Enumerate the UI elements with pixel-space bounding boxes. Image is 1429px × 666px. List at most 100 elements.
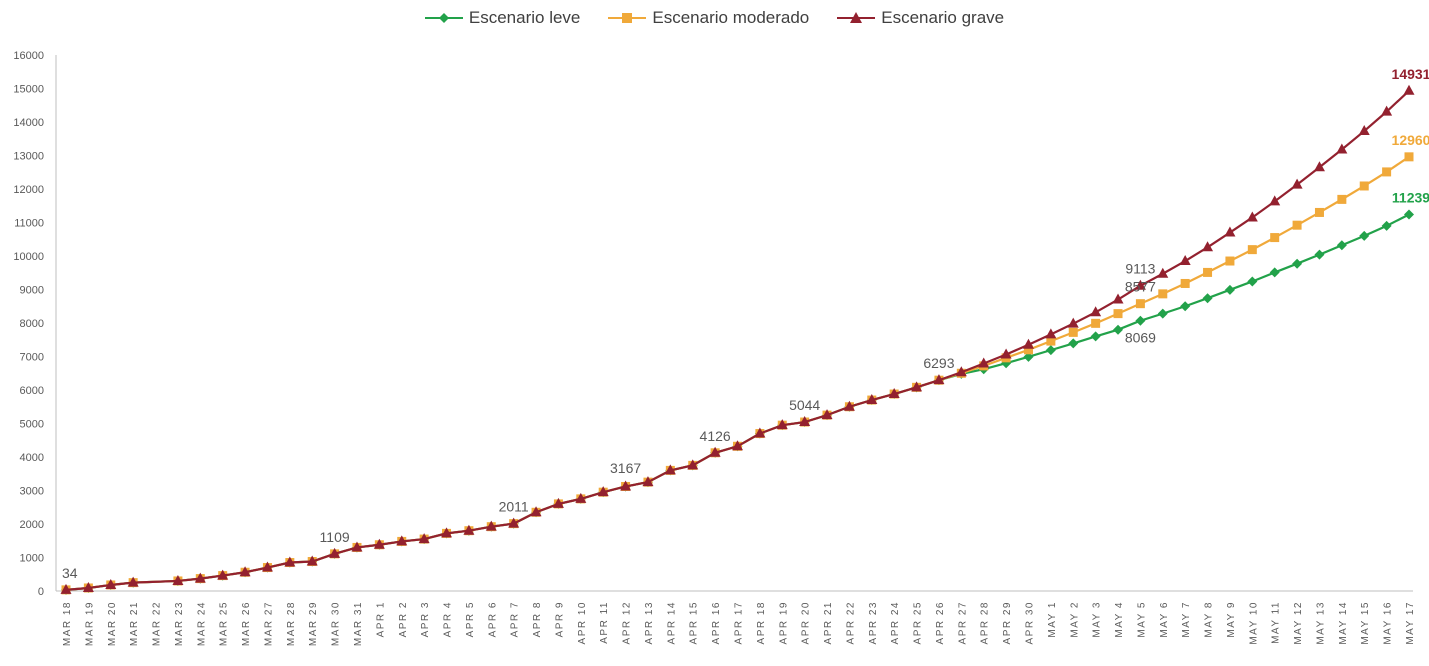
y-tick-label: 12000 (13, 184, 44, 196)
x-tick-label: MAY 13 (1315, 601, 1326, 645)
x-tick-label: APR 1 (375, 601, 386, 637)
y-tick-label: 15000 (13, 84, 44, 96)
data-point-grave (575, 492, 587, 503)
x-tick-label: APR 7 (510, 601, 521, 637)
data-point-leve (1045, 345, 1056, 356)
y-tick-label: 13000 (13, 151, 44, 163)
x-tick-label: APR 22 (845, 601, 856, 644)
x-tick-label: MAR 28 (286, 601, 297, 646)
data-point-leve (1359, 230, 1370, 241)
x-tick-label: MAY 10 (1248, 601, 1259, 645)
data-label: 9113 (1125, 261, 1155, 277)
data-point-leve (1336, 240, 1347, 251)
x-tick-label: APR 3 (420, 601, 431, 637)
x-tick-label: APR 30 (1024, 601, 1035, 644)
x-tick-label: MAY 16 (1383, 601, 1394, 645)
series-line-moderado (65, 155, 1410, 591)
data-point-grave (888, 388, 900, 399)
y-tick-label: 9000 (20, 285, 44, 297)
data-point-leve (1247, 276, 1258, 287)
data-label: 5044 (789, 397, 820, 413)
data-point-grave (194, 572, 206, 583)
y-tick-label: 0 (38, 586, 44, 598)
data-point-leve (1157, 308, 1168, 319)
data-point-grave (530, 506, 542, 517)
data-point-grave (373, 538, 385, 549)
data-label: 1109 (320, 529, 350, 545)
x-tick-label: APR 9 (554, 601, 565, 637)
y-tick-label: 6000 (20, 385, 44, 397)
x-tick-label: MAY 8 (1204, 601, 1215, 638)
data-point-grave (1022, 338, 1034, 349)
data-point-grave (799, 416, 811, 427)
data-point-grave (664, 464, 676, 475)
data-point-leve (1068, 338, 1079, 349)
data-point-grave (1157, 267, 1169, 278)
data-point-grave (620, 480, 632, 491)
x-tick-label: APR 21 (823, 601, 834, 644)
data-point-moderado (1068, 327, 1078, 337)
x-tick-label: APR 14 (666, 601, 677, 644)
x-tick-label: APR 12 (622, 601, 633, 644)
data-point-grave (978, 357, 990, 368)
x-tick-label: APR 23 (868, 601, 879, 644)
data-point-grave (1224, 226, 1236, 237)
y-tick-label: 16000 (13, 50, 44, 62)
x-tick-label: MAY 15 (1360, 601, 1371, 645)
data-point-grave (329, 547, 341, 558)
data-point-grave (552, 497, 564, 508)
x-tick-label: MAY 14 (1338, 601, 1349, 645)
x-tick-label: MAY 17 (1405, 601, 1416, 645)
legend-item-moderado: Escenario moderado (608, 8, 809, 28)
data-point-moderado (1270, 233, 1280, 243)
data-label: 34 (62, 565, 78, 581)
data-point-moderado (1247, 245, 1257, 255)
y-tick-label: 1000 (20, 553, 44, 565)
y-tick-label: 3000 (20, 486, 44, 498)
data-point-grave (1313, 161, 1325, 172)
data-point-grave (709, 446, 721, 457)
data-label: 11239 (1392, 189, 1429, 205)
x-tick-label: MAR 23 (174, 601, 185, 646)
data-point-moderado (1180, 278, 1190, 288)
data-point-grave (843, 400, 855, 411)
data-point-grave (911, 381, 923, 392)
data-point-moderado (1314, 207, 1324, 217)
data-point-grave (508, 517, 520, 528)
data-point-grave (172, 574, 184, 585)
data-point-grave (396, 535, 408, 546)
legend-item-grave: Escenario grave (837, 8, 1004, 28)
data-point-grave (1269, 195, 1281, 206)
x-tick-label: APR 27 (957, 601, 968, 644)
series-line-grave (65, 90, 1410, 591)
chart-legend: Escenario leve Escenario moderado Escena… (0, 8, 1429, 28)
y-tick-label: 14000 (13, 117, 44, 129)
data-point-grave (1067, 317, 1079, 328)
x-tick-label: MAR 27 (263, 601, 274, 646)
x-tick-label: MAR 20 (107, 601, 118, 646)
data-point-grave (821, 409, 833, 420)
data-label: 12960 (1392, 132, 1429, 148)
data-point-grave (306, 555, 318, 566)
x-tick-label: MAR 18 (62, 601, 73, 646)
data-point-grave (1246, 211, 1258, 222)
data-point-grave (1045, 328, 1057, 339)
legend-swatch-leve-icon (424, 13, 463, 23)
legend-swatch-grave-icon (837, 12, 876, 23)
data-point-grave (1090, 306, 1102, 317)
x-tick-label: APR 5 (465, 601, 476, 637)
data-point-grave (597, 486, 609, 497)
legend-item-leve: Escenario leve (424, 8, 581, 28)
data-point-leve (1381, 220, 1392, 231)
data-point-moderado (1382, 167, 1392, 177)
data-point-grave (105, 578, 117, 589)
data-point-grave (642, 476, 654, 487)
data-point-grave (1403, 84, 1415, 95)
data-point-moderado (1023, 345, 1033, 355)
y-tick-label: 10000 (13, 251, 44, 263)
legend-label-leve: Escenario leve (468, 8, 581, 27)
y-tick-label: 8000 (20, 318, 44, 330)
data-point-grave (1000, 348, 1012, 359)
data-point-grave (776, 419, 788, 430)
